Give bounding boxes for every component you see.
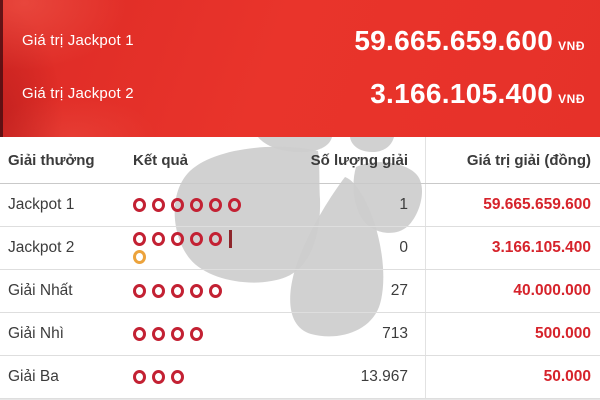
prize-value: 50.000 xyxy=(543,368,591,385)
header-count: Số lượng giải xyxy=(310,151,408,169)
prize-count: 713 xyxy=(382,325,408,342)
ball-icon xyxy=(152,197,165,212)
result-balls xyxy=(125,282,255,300)
table-row: Giải Ba 13.967 50.000 xyxy=(0,356,600,399)
ball-icon xyxy=(190,231,203,246)
ball-icon xyxy=(171,326,184,341)
ball-icon xyxy=(152,369,165,384)
prize-name: Jackpot 1 xyxy=(8,196,75,213)
prize-value: 59.665.659.600 xyxy=(483,196,591,213)
prize-count: 1 xyxy=(399,196,408,213)
ball-icon xyxy=(209,197,222,212)
jackpot2-amount: 3.166.105.400 VNĐ xyxy=(370,78,585,110)
ball-icon xyxy=(133,326,146,341)
prize-value: 40.000.000 xyxy=(513,282,591,299)
result-balls xyxy=(125,229,255,266)
results-table: Giải thưởng Kết quả Số lượng giải Giá tr… xyxy=(0,137,600,400)
prize-rows: Jackpot 1 1 59.665.659.600 Jackpot 2 0 3… xyxy=(0,184,600,399)
header-value: Giá trị giải (đồng) xyxy=(425,137,600,183)
table-row: Giải Nhất 27 40.000.000 xyxy=(0,270,600,313)
ball-icon xyxy=(171,197,184,212)
jackpot1-banner-row: Giá trị Jackpot 1 59.665.659.600 VNĐ xyxy=(0,14,600,67)
ball-icon xyxy=(171,369,184,384)
bonus-ball-icon xyxy=(133,249,146,264)
table-row: Jackpot 1 1 59.665.659.600 xyxy=(0,184,600,227)
ball-icon xyxy=(171,283,184,298)
ball-icon xyxy=(133,197,146,212)
prize-name: Giải Nhất xyxy=(8,282,73,299)
result-balls xyxy=(125,196,255,214)
banner-left-edge-decoration xyxy=(0,0,3,137)
ball-icon xyxy=(228,197,241,212)
jackpot2-banner-row: Giá trị Jackpot 2 3.166.105.400 VNĐ xyxy=(0,67,600,120)
vietlott-flower-watermark-icon xyxy=(174,137,423,337)
ball-icon xyxy=(190,326,203,341)
ball-icon xyxy=(152,326,165,341)
jackpot1-value: 59.665.659.600 xyxy=(354,24,554,56)
prize-count: 27 xyxy=(390,282,408,299)
ball-icon xyxy=(190,283,203,298)
ball-icon xyxy=(190,197,203,212)
prize-count: 0 xyxy=(399,239,408,256)
jackpot2-label: Giá trị Jackpot 2 xyxy=(22,85,134,102)
ball-icon xyxy=(209,231,222,246)
header-result: Kết quả xyxy=(133,151,189,169)
result-balls xyxy=(125,368,255,386)
jackpot1-amount: 59.665.659.600 VNĐ xyxy=(354,25,585,57)
prize-name: Giải Ba xyxy=(8,368,59,385)
ball-icon xyxy=(133,369,146,384)
bonus-separator xyxy=(229,229,232,248)
result-balls xyxy=(125,325,255,343)
ball-icon xyxy=(133,283,146,298)
jackpot-banner: Giá trị Jackpot 1 59.665.659.600 VNĐ Giá … xyxy=(0,0,600,137)
prize-name: Jackpot 2 xyxy=(8,239,75,256)
header-prize: Giải thưởng xyxy=(8,151,95,169)
jackpot2-currency: VNĐ xyxy=(558,91,585,106)
jackpot1-currency: VNĐ xyxy=(558,38,585,53)
prize-name: Giải Nhì xyxy=(8,325,64,342)
prize-value: 3.166.105.400 xyxy=(491,239,591,256)
ball-icon xyxy=(133,231,146,246)
jackpot2-value: 3.166.105.400 xyxy=(370,77,554,109)
prize-count: 13.967 xyxy=(360,368,408,385)
ball-icon xyxy=(152,283,165,298)
ball-icon xyxy=(171,231,184,246)
ball-icon xyxy=(209,283,222,298)
ball-icon xyxy=(152,231,165,246)
jackpot1-label: Giá trị Jackpot 1 xyxy=(22,32,134,49)
prize-value: 500.000 xyxy=(534,325,591,342)
table-row: Giải Nhì 713 500.000 xyxy=(0,313,600,356)
table-header-row: Giải thưởng Kết quả Số lượng giải Giá tr… xyxy=(0,137,600,184)
table-row: Jackpot 2 0 3.166.105.400 xyxy=(0,227,600,270)
